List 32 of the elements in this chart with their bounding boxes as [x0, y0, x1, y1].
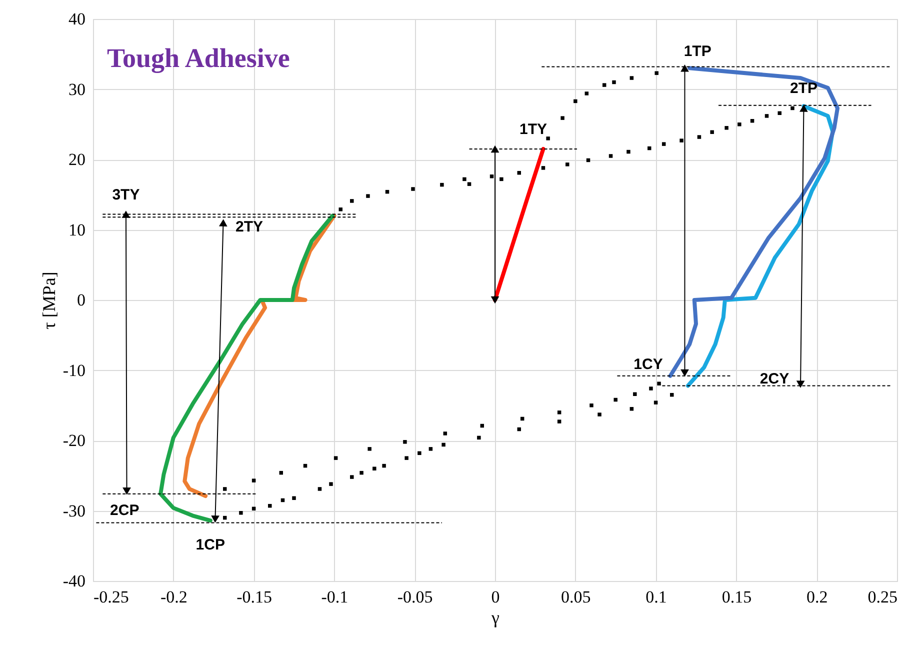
y-tick-label: 30 — [68, 80, 86, 99]
y-tick-label: 20 — [68, 150, 86, 169]
annotation: 2TY — [235, 218, 264, 236]
annotation: 1CY — [634, 356, 663, 373]
x-axis-title: γ — [490, 608, 500, 628]
x-tick-label: -0.15 — [236, 588, 272, 606]
y-axis-title: τ [MPa] — [38, 272, 59, 330]
annotation: 1TY — [519, 120, 547, 138]
annotation: 3TY — [112, 186, 140, 204]
x-tick-label: 0.25 — [868, 588, 898, 606]
x-tick-label: 0 — [491, 588, 500, 606]
text: Tough Adhesive — [107, 43, 290, 73]
x-tick-label: 0.15 — [722, 588, 752, 606]
y-tick-label: -20 — [62, 431, 86, 450]
y-tick-label: 0 — [77, 290, 86, 310]
x-tick-label: -0.25 — [94, 588, 129, 606]
annotation: 1CP — [196, 536, 225, 554]
x-tick-label: 0.1 — [646, 588, 667, 606]
y-tick-label: 40 — [68, 10, 86, 28]
annotation: 2CY — [760, 370, 790, 388]
annotation: 2CP — [110, 502, 140, 519]
x-tick-label: 0.2 — [806, 588, 828, 606]
y-tick-label: -40 — [62, 572, 86, 590]
y-tick-label: 10 — [68, 220, 86, 240]
y-tick-label: -30 — [62, 501, 86, 520]
x-tick-label: 0.05 — [561, 588, 591, 606]
annotation: 1TP — [684, 43, 712, 60]
x-tick-label: -0.2 — [160, 588, 188, 606]
y-tick-label: -10 — [62, 360, 86, 380]
annotation: 2TP — [790, 80, 818, 98]
x-tick-label: -0.1 — [321, 588, 348, 606]
x-tick-label: -0.05 — [397, 588, 433, 606]
